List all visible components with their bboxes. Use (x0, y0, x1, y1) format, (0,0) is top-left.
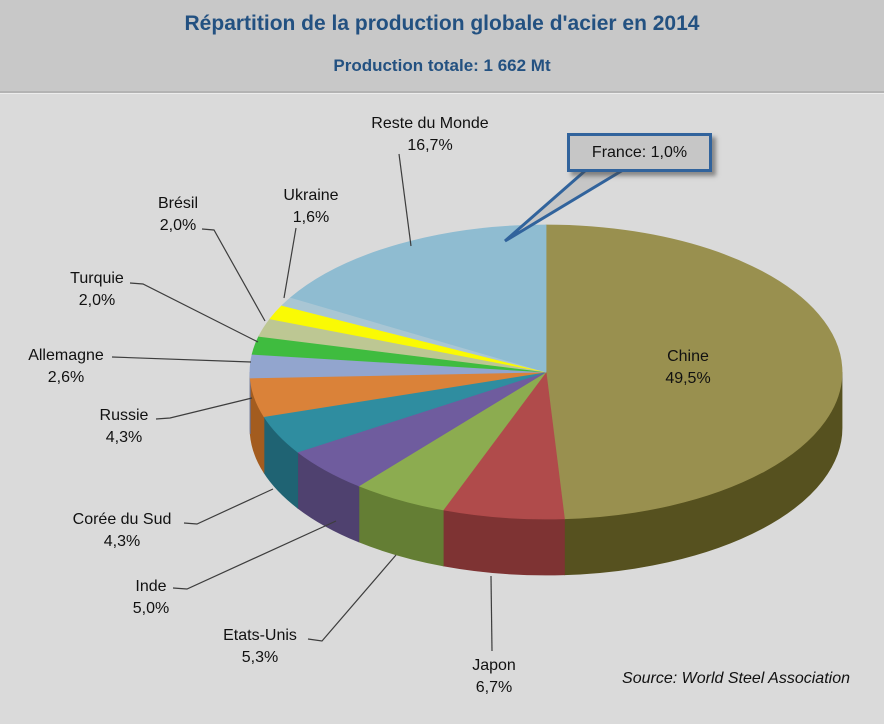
slice-side-japon (442, 509, 565, 576)
leader-line-inde (172, 520, 337, 590)
chart-title: Répartition de la production globale d'a… (184, 12, 700, 35)
header-band: Répartition de la production globale d'a… (0, 0, 884, 93)
leader-lines (111, 153, 493, 652)
leader-line-coree-du-sud (183, 488, 274, 525)
chart-subtitle: Production totale: 1 662 Mt (333, 56, 551, 75)
slice-reste-du-monde (290, 224, 547, 373)
leader-line-japon (490, 575, 493, 652)
leader-line-russie (155, 397, 253, 420)
pie-sides (249, 371, 843, 576)
leader-line-ukraine (283, 227, 297, 299)
leader-line-turquie (129, 282, 259, 343)
leader-line-allemagne (111, 356, 252, 363)
pie-tops (249, 224, 843, 520)
leader-line-reste-du-monde (398, 153, 412, 247)
leader-line-etats-unis (307, 554, 397, 642)
slice-chine (545, 224, 843, 520)
slice-japon (442, 370, 565, 520)
leader-line-bresil (201, 228, 266, 322)
